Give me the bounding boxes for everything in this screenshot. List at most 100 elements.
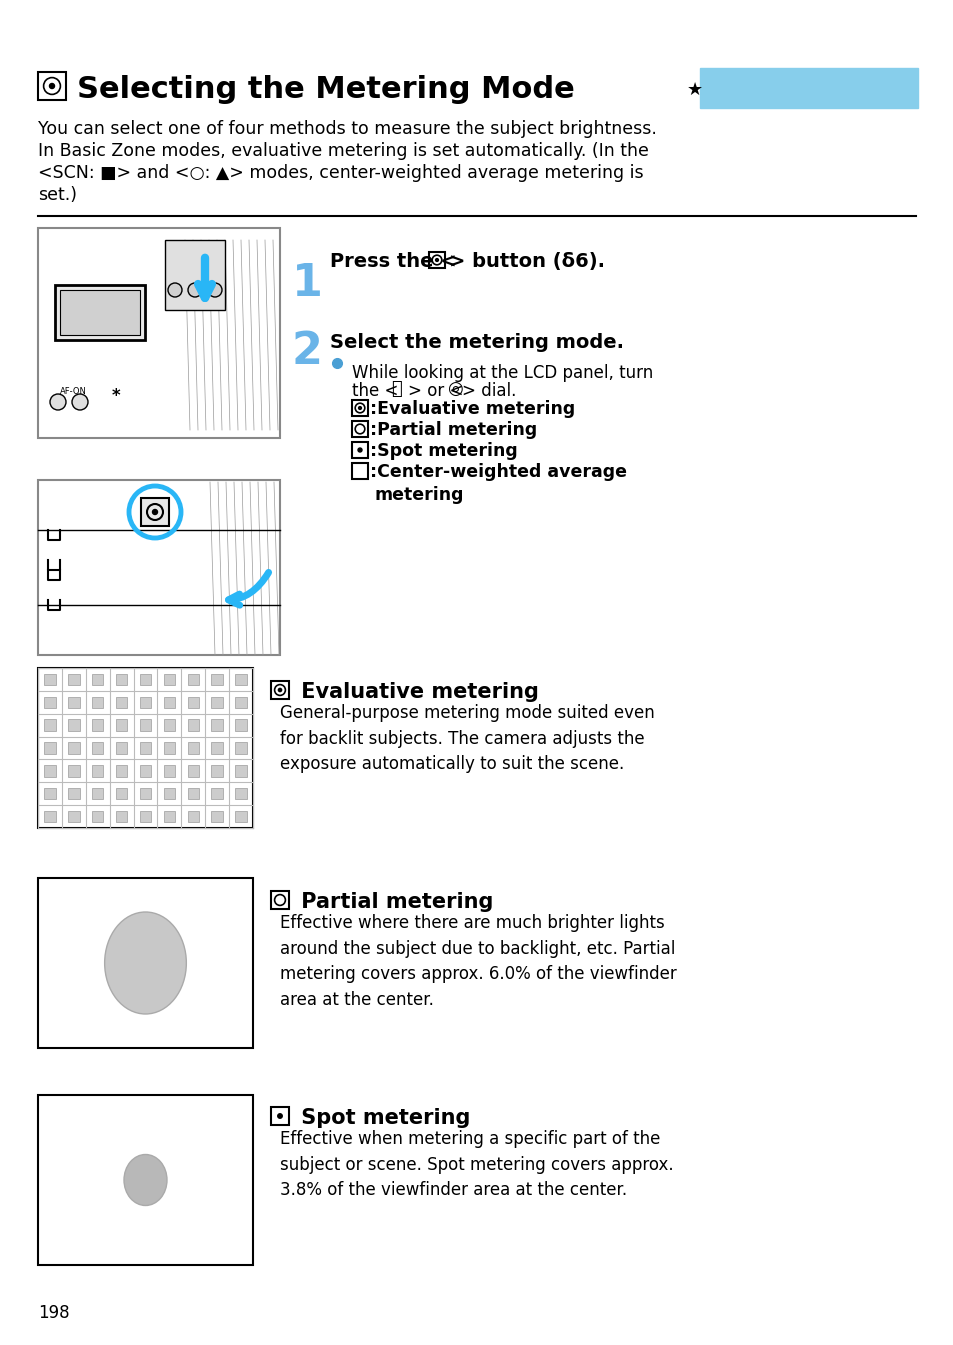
Bar bbox=[115, 742, 127, 753]
Bar bbox=[91, 742, 103, 753]
Bar bbox=[188, 720, 199, 730]
Bar bbox=[235, 742, 247, 753]
Bar bbox=[44, 674, 55, 685]
Text: Partial metering: Partial metering bbox=[294, 892, 493, 912]
Bar bbox=[44, 720, 55, 730]
Bar bbox=[429, 252, 444, 268]
Text: :Center-weighted average: :Center-weighted average bbox=[370, 463, 626, 482]
Bar bbox=[91, 811, 103, 822]
Circle shape bbox=[71, 394, 88, 410]
Bar bbox=[271, 890, 289, 909]
Bar bbox=[115, 765, 127, 776]
Text: 1: 1 bbox=[292, 262, 323, 305]
Bar bbox=[140, 742, 152, 753]
Bar bbox=[91, 674, 103, 685]
Bar bbox=[68, 697, 79, 707]
Bar bbox=[91, 697, 103, 707]
Text: > button (δ6).: > button (δ6). bbox=[449, 252, 604, 270]
Bar bbox=[188, 674, 199, 685]
Bar bbox=[140, 697, 152, 707]
Bar bbox=[115, 788, 127, 799]
Text: While looking at the LCD panel, turn: While looking at the LCD panel, turn bbox=[352, 364, 653, 382]
Circle shape bbox=[50, 394, 66, 410]
Text: Evaluative metering: Evaluative metering bbox=[294, 682, 538, 702]
Bar bbox=[235, 674, 247, 685]
Text: metering: metering bbox=[375, 486, 464, 504]
Text: *: * bbox=[112, 387, 120, 405]
Text: :Partial metering: :Partial metering bbox=[370, 421, 537, 438]
Bar bbox=[352, 463, 368, 479]
Bar bbox=[68, 811, 79, 822]
Text: In Basic Zone modes, evaluative metering is set automatically. (In the: In Basic Zone modes, evaluative metering… bbox=[38, 143, 648, 160]
Text: Effective when metering a specific part of the
subject or scene. Spot metering c: Effective when metering a specific part … bbox=[280, 1130, 673, 1200]
Bar bbox=[271, 1107, 289, 1124]
Circle shape bbox=[188, 282, 202, 297]
Bar bbox=[212, 674, 223, 685]
Bar bbox=[165, 239, 225, 309]
Bar bbox=[352, 421, 368, 437]
Bar bbox=[188, 742, 199, 753]
Bar bbox=[212, 765, 223, 776]
Text: Press the <: Press the < bbox=[330, 252, 456, 270]
Text: the <: the < bbox=[352, 382, 398, 399]
Text: :Spot metering: :Spot metering bbox=[370, 443, 517, 460]
Bar bbox=[235, 720, 247, 730]
Bar bbox=[44, 742, 55, 753]
Bar bbox=[140, 811, 152, 822]
Text: ⎈: ⎈ bbox=[391, 381, 401, 398]
Bar bbox=[235, 765, 247, 776]
Bar bbox=[352, 399, 368, 416]
Bar bbox=[91, 765, 103, 776]
Bar bbox=[212, 697, 223, 707]
Bar bbox=[115, 811, 127, 822]
Text: > dial.: > dial. bbox=[461, 382, 516, 399]
Bar bbox=[38, 878, 253, 1048]
Bar bbox=[68, 742, 79, 753]
Bar bbox=[212, 811, 223, 822]
Bar bbox=[188, 697, 199, 707]
Text: <SCN: ■> and <○: ▲> modes, center-weighted average metering is: <SCN: ■> and <○: ▲> modes, center-weight… bbox=[38, 164, 643, 182]
Bar bbox=[212, 720, 223, 730]
Bar bbox=[212, 742, 223, 753]
Bar bbox=[235, 811, 247, 822]
Bar bbox=[68, 674, 79, 685]
Bar bbox=[140, 788, 152, 799]
Bar bbox=[140, 765, 152, 776]
Bar bbox=[188, 765, 199, 776]
Bar bbox=[140, 674, 152, 685]
Circle shape bbox=[436, 258, 438, 261]
Bar bbox=[164, 742, 175, 753]
Bar bbox=[188, 788, 199, 799]
Bar bbox=[68, 788, 79, 799]
Text: set.): set.) bbox=[38, 186, 77, 204]
Bar bbox=[271, 681, 289, 699]
Circle shape bbox=[357, 448, 361, 452]
Circle shape bbox=[277, 1114, 282, 1118]
Text: AF-ON: AF-ON bbox=[60, 387, 87, 395]
Bar bbox=[235, 697, 247, 707]
Text: General-purpose metering mode suited even
for backlit subjects. The camera adjus: General-purpose metering mode suited eve… bbox=[280, 703, 654, 773]
Bar bbox=[60, 291, 140, 335]
Bar bbox=[164, 697, 175, 707]
Bar bbox=[44, 811, 55, 822]
Bar bbox=[164, 811, 175, 822]
Bar bbox=[164, 765, 175, 776]
Text: Spot metering: Spot metering bbox=[294, 1108, 470, 1128]
Bar bbox=[164, 720, 175, 730]
Bar bbox=[140, 720, 152, 730]
Bar bbox=[212, 788, 223, 799]
Text: Select the metering mode.: Select the metering mode. bbox=[330, 334, 623, 352]
Text: Selecting the Metering Mode: Selecting the Metering Mode bbox=[77, 75, 574, 105]
Text: ★: ★ bbox=[686, 81, 702, 100]
Bar bbox=[235, 788, 247, 799]
Ellipse shape bbox=[124, 1154, 167, 1205]
Bar bbox=[38, 480, 280, 655]
Bar bbox=[38, 1095, 253, 1266]
Bar bbox=[44, 697, 55, 707]
Circle shape bbox=[168, 282, 182, 297]
Bar bbox=[38, 73, 66, 100]
Bar bbox=[700, 69, 917, 108]
Bar bbox=[91, 720, 103, 730]
Bar bbox=[115, 720, 127, 730]
Bar bbox=[188, 811, 199, 822]
